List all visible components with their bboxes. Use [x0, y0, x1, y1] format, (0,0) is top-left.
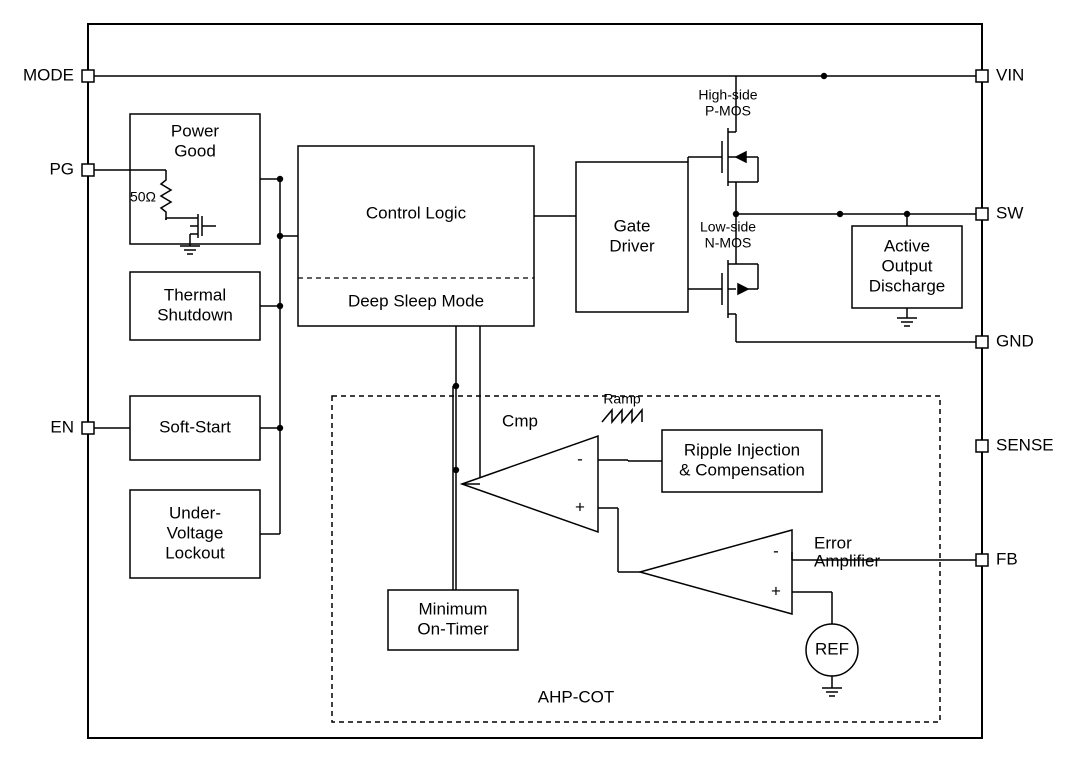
mosfet-label: P-MOS — [705, 103, 751, 119]
ahp-cot-label: AHP-COT — [538, 687, 615, 706]
gate-driver-block-label: Gate — [614, 216, 651, 235]
active-discharge-block-label: Active — [884, 236, 930, 255]
min-ontimer-block-label: On-Timer — [417, 619, 488, 638]
cmp-plus: + — [575, 497, 585, 516]
deep-sleep-label: Deep Sleep Mode — [348, 291, 484, 310]
mosfet-label: Low-side — [700, 219, 756, 235]
mosfet-label: N-MOS — [705, 235, 752, 251]
pin-label-vin: VIN — [996, 65, 1024, 84]
pin-label-en: EN — [50, 417, 74, 436]
min-ontimer-block-label: Minimum — [419, 599, 488, 618]
ripple-injection-block-label: Ripple Injection — [684, 440, 800, 459]
gate-driver-block-label: Driver — [609, 236, 655, 255]
pin — [976, 208, 988, 220]
pin — [82, 164, 94, 176]
pg-resistor-label: 50Ω — [130, 189, 156, 205]
thermal-shutdown-block-label: Thermal — [164, 285, 226, 304]
power-good-label2: Good — [174, 141, 216, 160]
uvlo-block-label: Voltage — [167, 523, 224, 542]
pin-label-fb: FB — [996, 549, 1018, 568]
ea-minus: - — [773, 541, 779, 560]
ea-label2: Amplifier — [814, 551, 880, 570]
pin — [976, 70, 988, 82]
active-discharge-block-label: Output — [881, 256, 932, 275]
pin — [82, 70, 94, 82]
ripple-injection-block-label: & Compensation — [679, 460, 805, 479]
ramp-label: Ramp — [603, 391, 641, 407]
cmp-label: Cmp — [502, 411, 538, 430]
pin — [976, 336, 988, 348]
pin — [82, 422, 94, 434]
pin-label-sw: SW — [996, 203, 1023, 222]
uvlo-block-label: Lockout — [165, 543, 225, 562]
mosfet-label: High-side — [698, 87, 757, 103]
power-good-label: Power — [171, 121, 220, 140]
ea-plus: + — [771, 581, 781, 600]
thermal-shutdown-block-label: Shutdown — [157, 305, 233, 324]
soft-start-block-label: Soft-Start — [159, 417, 231, 436]
cmp-minus: - — [577, 449, 583, 468]
active-discharge-block-label: Discharge — [869, 276, 946, 295]
ea-label: Error — [814, 533, 852, 552]
pin — [976, 440, 988, 452]
pin-label-pg: PG — [49, 159, 74, 178]
uvlo-block-label: Under- — [169, 503, 221, 522]
pin — [976, 554, 988, 566]
pin-label-sense: SENSE — [996, 435, 1054, 454]
pin-label-gnd: GND — [996, 331, 1034, 350]
pin-label-mode: MODE — [23, 65, 74, 84]
ref-label: REF — [815, 639, 849, 658]
control-logic-label: Control Logic — [366, 203, 467, 222]
